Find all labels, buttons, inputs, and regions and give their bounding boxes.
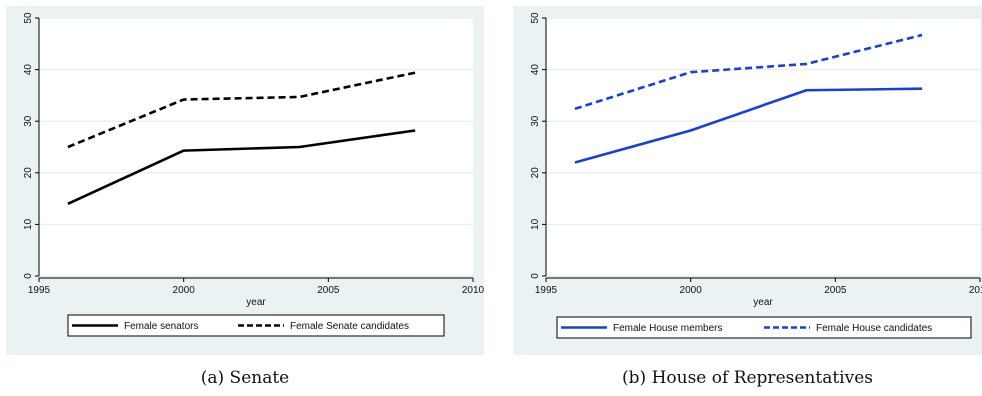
y-tick-label: 30 (23, 115, 34, 127)
chart-panel-senate: 0 10 20 30 40 50 1995 2000 2005 2010 year Female se… (6, 6, 484, 355)
y-tick-label: 0 (23, 273, 34, 279)
y-tick-label: 50 (530, 12, 541, 24)
house-chart: 0 10 20 30 40 50 1995 2000 2005 2010 year Female Ho… (530, 12, 982, 339)
legend-label-1: Female senators (124, 321, 198, 332)
legend: Female House members Female House candida… (556, 316, 972, 339)
y-tick-label: 20 (23, 167, 34, 179)
x-tick-label: 2000 (173, 285, 196, 296)
series-line-1 (67, 129, 416, 205)
x-tick-label: 1995 (535, 285, 558, 296)
legend-label-1: Female House members (613, 323, 722, 334)
chart-panel-house: 0 10 20 30 40 50 1995 2000 2005 2010 year Female Ho… (513, 6, 982, 355)
x-tick-label: 2000 (680, 285, 703, 296)
y-tick-label: 10 (530, 218, 541, 230)
legend: Female senators Female Senate candidates (67, 314, 445, 337)
legend-label-2: Female Senate candidates (290, 321, 409, 332)
series-line-2 (574, 33, 923, 111)
x-axis-label: year (753, 297, 773, 308)
plot-area (546, 18, 980, 276)
series-line-2 (67, 71, 416, 149)
y-tick-label: 50 (23, 12, 34, 24)
caption-house: (b) House of Representatives (622, 368, 873, 388)
x-tick-label: 2010 (969, 285, 982, 296)
x-tick-label: 2005 (824, 285, 847, 296)
caption-senate: (a) Senate (200, 368, 290, 388)
y-tick-label: 40 (530, 64, 541, 76)
x-tick-label: 1995 (28, 285, 51, 296)
x-axis-label: year (246, 297, 266, 308)
y-tick-label: 20 (530, 167, 541, 179)
series-line-1 (574, 87, 923, 164)
y-tick-label: 0 (530, 273, 541, 279)
legend-label-2: Female House candidates (816, 323, 932, 334)
x-tick-label: 2010 (462, 285, 484, 296)
y-tick-label: 40 (23, 64, 34, 76)
x-tick-label: 2005 (317, 285, 340, 296)
senate-chart: 0 10 20 30 40 50 1995 2000 2005 2010 year Female se… (23, 12, 484, 337)
plot-area (39, 18, 473, 276)
y-tick-label: 30 (530, 115, 541, 127)
y-tick-label: 10 (23, 218, 34, 230)
